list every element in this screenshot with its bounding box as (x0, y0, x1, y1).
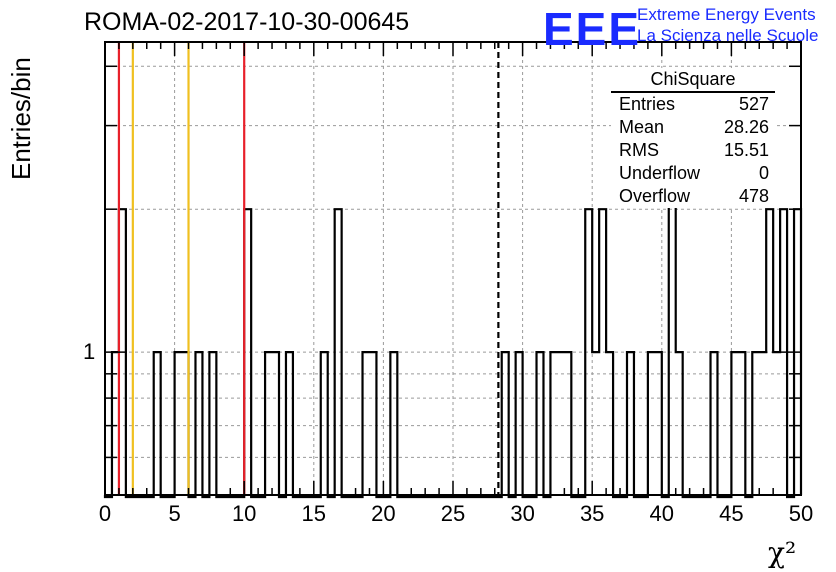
x-tick-label: 20 (371, 501, 396, 526)
y-axis-label: Entries/bin (6, 57, 36, 180)
x-tick-label: 15 (301, 501, 327, 526)
histogram-bin (752, 352, 759, 495)
histogram-bin (502, 352, 509, 495)
stats-value: 15.51 (723, 140, 769, 160)
histogram-bin (676, 352, 683, 495)
eee-logo: EEE (543, 3, 642, 55)
histogram-bin (731, 352, 738, 495)
x-tick-label: 50 (788, 501, 814, 526)
stats-value: 527 (738, 94, 769, 114)
histogram-bin (516, 352, 523, 495)
stats-row-mean: Mean 28.26 (611, 116, 775, 139)
histogram-bin (759, 352, 766, 495)
histogram-bin (773, 352, 780, 495)
stats-box: ChiSquare Entries 527 Mean 28.26 RMS 15.… (611, 68, 775, 208)
stats-title: ChiSquare (611, 68, 775, 93)
histogram-bin (738, 352, 745, 495)
y-tick-label: 1 (83, 339, 96, 365)
x-axis-label: χ² (768, 536, 797, 569)
stats-row-overflow: Overflow 478 (611, 185, 775, 208)
logo-caption-line1: Extreme Energy Events (637, 5, 816, 24)
histogram-bin (369, 352, 376, 495)
histogram-bin (766, 209, 773, 495)
stats-label: Entries (619, 94, 676, 114)
stats-label: Underflow (619, 163, 701, 183)
x-tick-label: 10 (231, 501, 257, 526)
stats-row-entries: Entries 527 (611, 93, 775, 116)
histogram-bin (648, 352, 655, 495)
histogram-bin (655, 352, 662, 495)
histogram-bin (537, 352, 544, 495)
x-tick-label: 45 (719, 501, 744, 526)
stats-label: Overflow (619, 186, 691, 206)
histogram-bin (209, 352, 216, 495)
x-tick-label: 5 (168, 501, 181, 526)
stats-label: Mean (619, 117, 665, 137)
stats-value: 478 (738, 186, 769, 206)
histogram-bin (363, 352, 370, 495)
histogram-bin (711, 352, 718, 495)
histogram-bin (592, 352, 599, 495)
histogram-bin (606, 352, 613, 495)
histogram-bin (286, 352, 293, 495)
histogram-bin (564, 352, 571, 495)
histogram-bin (550, 352, 557, 495)
histogram-bin (585, 209, 592, 495)
x-tick-label: 25 (440, 501, 466, 526)
logo-caption-line2: La Scienza nelle Scuole (637, 26, 819, 45)
chart-title: ROMA-02-2017-10-30-00645 (84, 8, 410, 36)
stats-value: 28.26 (723, 117, 769, 137)
x-tick-label: 35 (579, 501, 605, 526)
histogram-bin (175, 352, 182, 495)
histogram-bin (627, 352, 634, 495)
x-tick-label: 30 (510, 501, 535, 526)
histogram-bin (390, 352, 397, 495)
histogram-bin (195, 352, 202, 495)
stats-row-underflow: Underflow 0 (611, 162, 775, 185)
histogram-outline (103, 124, 803, 499)
histogram-bin (265, 352, 272, 495)
x-tick-label: 0 (98, 501, 112, 526)
histogram-bin (154, 352, 161, 495)
stats-label: RMS (619, 140, 659, 160)
stats-value: 0 (758, 163, 769, 183)
histogram-bin (599, 209, 606, 495)
histogram-bin (557, 352, 564, 495)
histogram-bin (321, 352, 328, 495)
stats-row-rms: RMS 15.51 (611, 139, 775, 162)
x-tick-label: 40 (649, 501, 675, 526)
histogram-bin (335, 209, 342, 495)
histogram-bin (272, 352, 279, 495)
logo-caption: Extreme Energy Events La Scienza nelle S… (637, 4, 818, 46)
